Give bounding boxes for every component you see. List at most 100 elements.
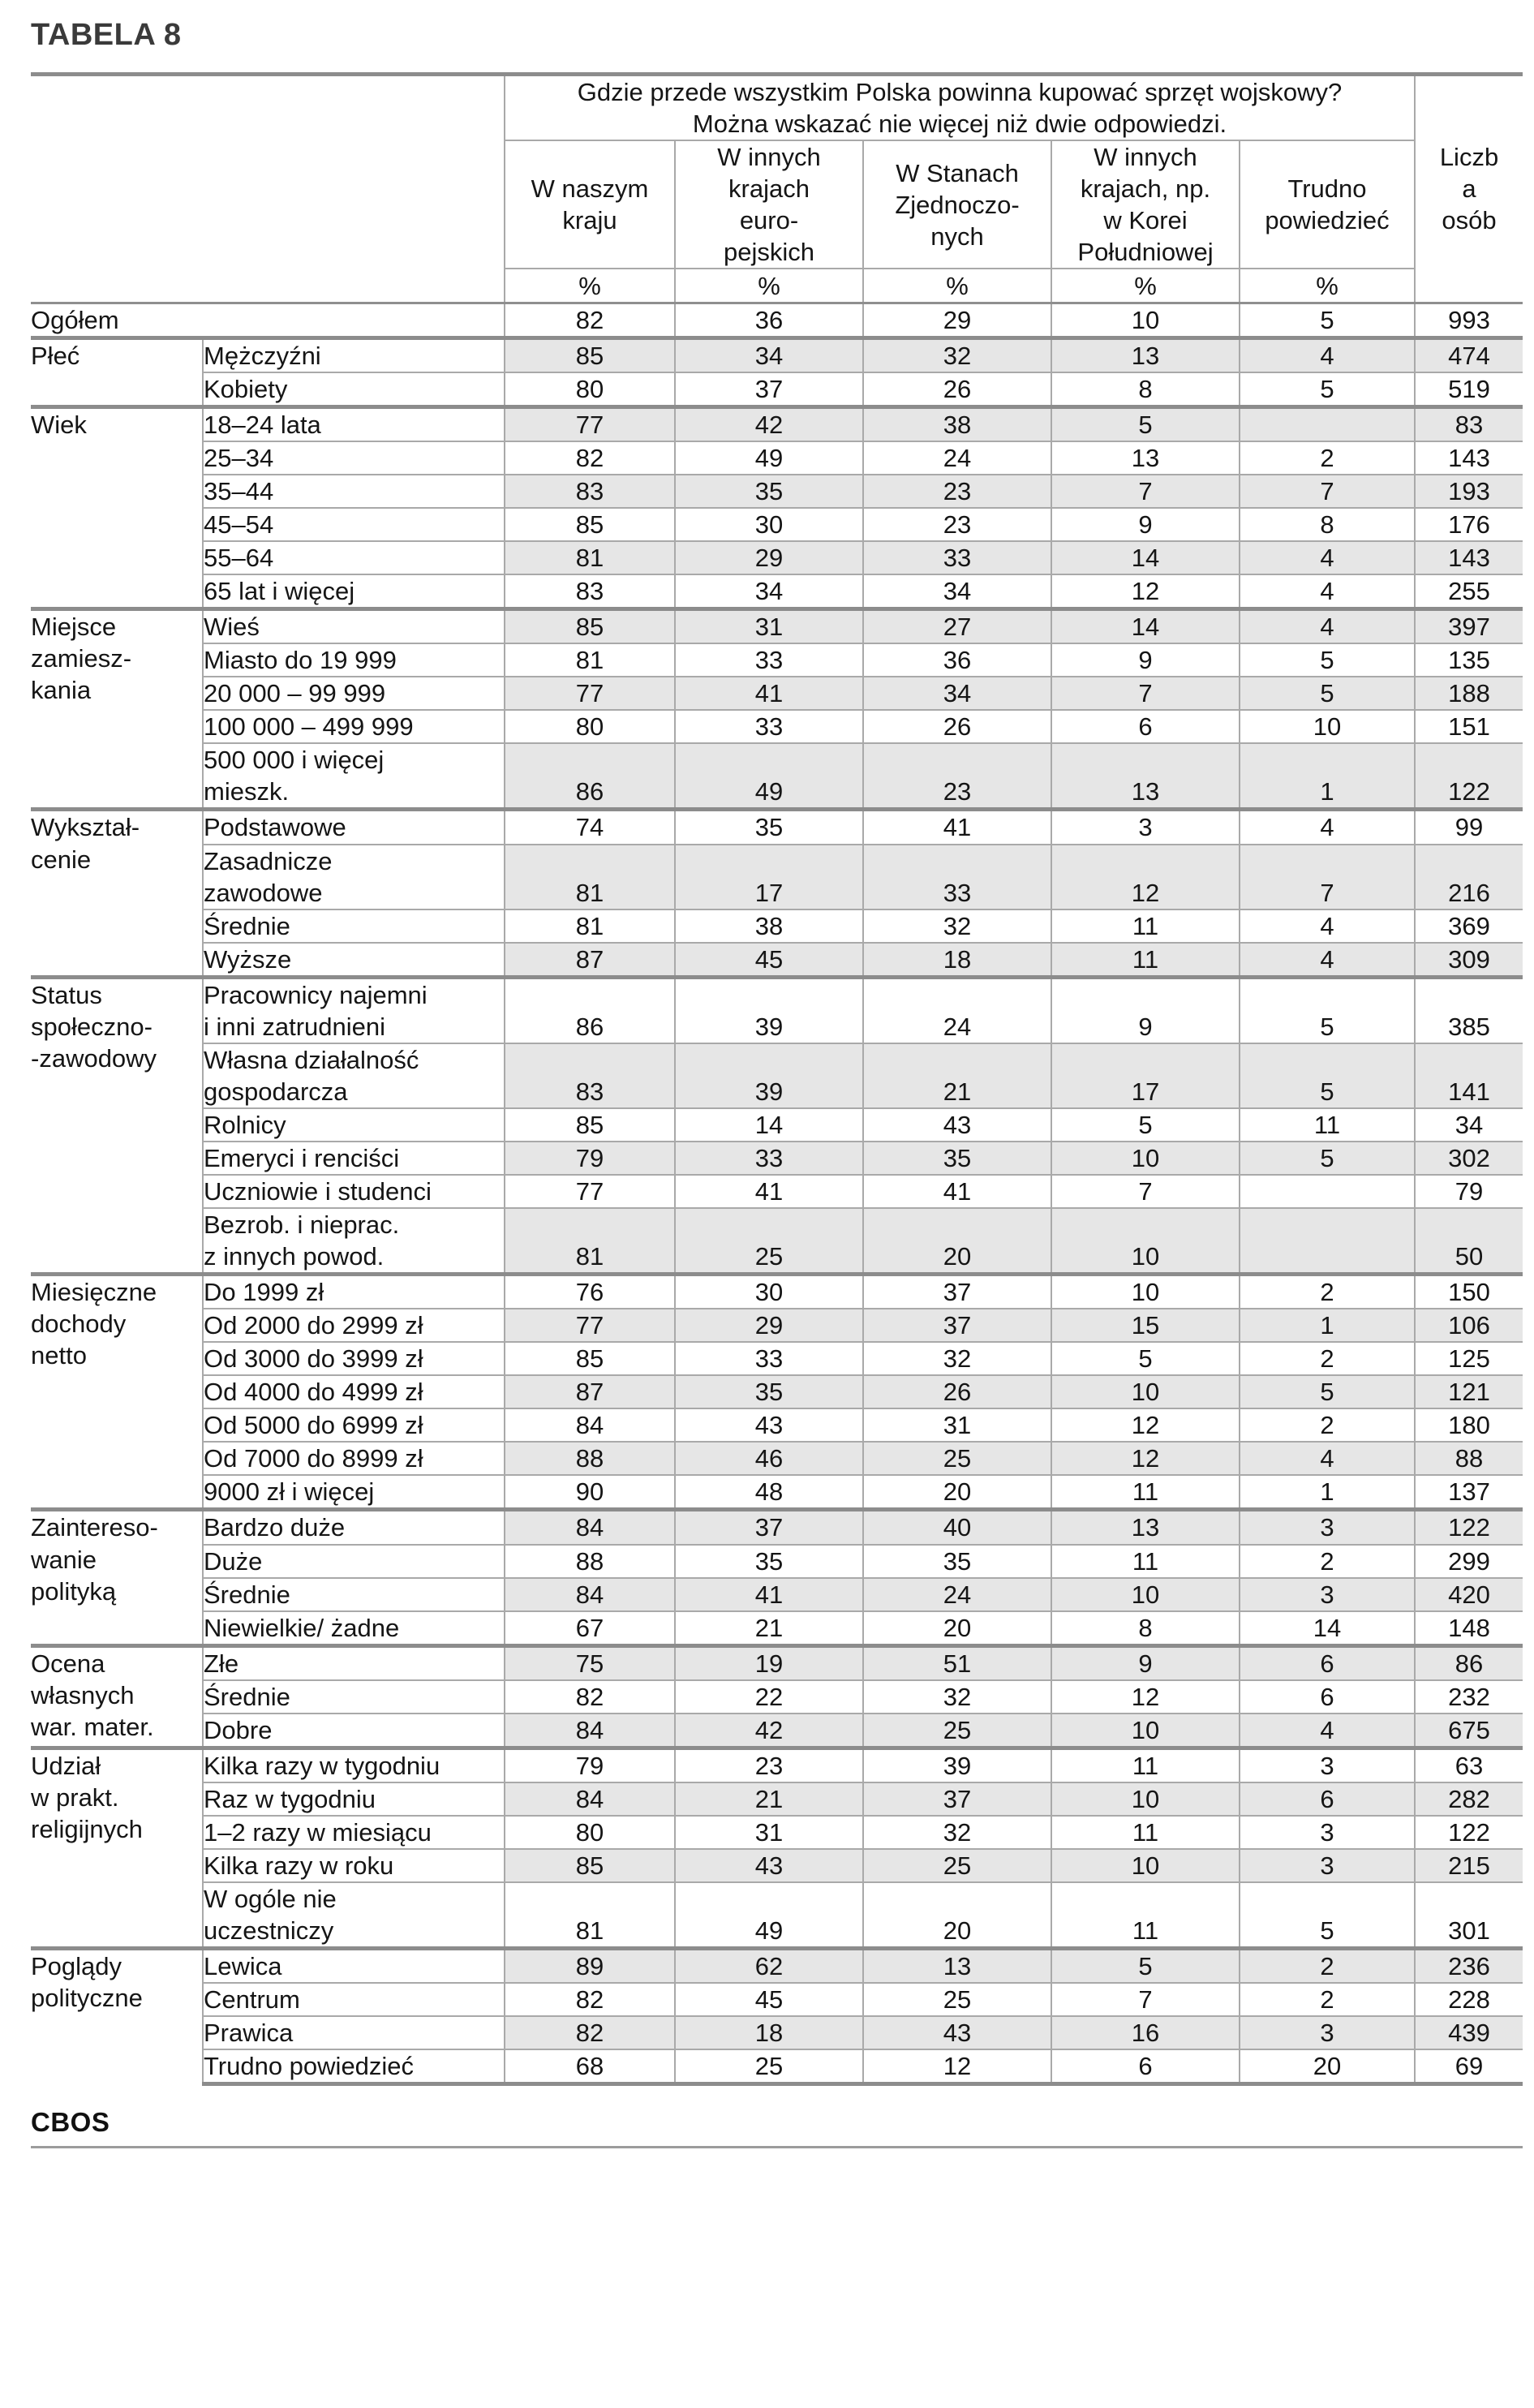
value-cell: 19 (675, 1643, 864, 1680)
value-cell: 37 (863, 1781, 1052, 1816)
value-cell: 32 (863, 908, 1052, 943)
question-header: Gdzie przede wszystkim Polska powinna ku… (504, 72, 1416, 142)
percent-sign: % (1239, 268, 1416, 304)
value-cell: 23 (675, 1745, 864, 1782)
count-cell: 215 (1415, 1847, 1523, 1882)
value-cell: 8 (1051, 1610, 1240, 1646)
value-cell: 12 (1051, 1441, 1240, 1476)
value-cell: 20 (863, 1474, 1052, 1510)
value-cell: 49 (675, 440, 864, 475)
value-cell: 11 (1051, 908, 1240, 943)
value-cell: 14 (675, 1107, 864, 1142)
group-label-cell: Płeć (31, 335, 204, 407)
value-cell: 27 (863, 607, 1052, 644)
value-cell: 13 (1051, 335, 1240, 372)
value-cell: 5 (1240, 1881, 1416, 1949)
page-title: TABELA 8 (31, 18, 182, 52)
count-cell: 143 (1415, 440, 1523, 475)
value-cell: 20 (863, 1610, 1052, 1646)
value-cell: 8 (1240, 507, 1416, 542)
value-cell: 9 (1051, 1643, 1240, 1680)
table-row: W ogóle nie uczestniczy 81 49 20 11 5 301 (31, 1881, 1523, 1949)
cbos-logo: CBOS (31, 2107, 110, 2138)
value-cell: 13 (1051, 1507, 1240, 1545)
row-label-cell: Prawica (203, 2015, 505, 2050)
value-cell: 2 (1240, 1272, 1416, 1309)
count-cell: 474 (1415, 335, 1523, 372)
value-cell: 30 (675, 1272, 864, 1309)
table-row: 100 000 – 499 999 80 33 26 6 10 151 (31, 709, 1523, 744)
count-cell: 79 (1415, 1173, 1523, 1209)
value-cell: 84 (505, 1781, 676, 1816)
value-cell: 25 (863, 1712, 1052, 1748)
row-label-cell: Średnie (203, 908, 505, 943)
value-cell: 6 (1240, 1643, 1416, 1680)
value-cell: 84 (505, 1576, 676, 1611)
value-cell: 7 (1240, 843, 1416, 909)
table-row: Udział w prakt. religijnych Kilka razy w … (31, 1745, 1523, 1949)
value-cell: 24 (863, 440, 1052, 475)
value-cell: 30 (675, 507, 864, 542)
row-label-cell: Od 2000 do 2999 zł (203, 1308, 505, 1343)
row-label-cell: Bardzo duże (203, 1507, 505, 1545)
header-corner-cell (31, 72, 505, 303)
value-cell: 24 (863, 1576, 1052, 1611)
value-cell: 7 (1051, 474, 1240, 509)
value-cell: 5 (1051, 1341, 1240, 1376)
value-cell: 33 (863, 540, 1052, 575)
value-cell: 85 (505, 335, 676, 372)
value-cell: 36 (863, 643, 1052, 677)
value-cell: 37 (675, 371, 864, 407)
value-cell: 82 (505, 440, 676, 475)
value-cell: 84 (505, 1408, 676, 1443)
value-cell: 33 (675, 1140, 864, 1175)
value-cell: 25 (863, 1847, 1052, 1882)
count-cell: 125 (1415, 1341, 1523, 1376)
value-cell: 31 (675, 607, 864, 644)
percent-sign: % (504, 268, 676, 304)
value-cell: 4 (1240, 540, 1416, 575)
table-row: Płeć Mężczyźni 85 34 32 13 4 474 (31, 335, 1523, 407)
table-row: Miesięczne dochody netto Do 1999 zł 76 30 37… (31, 1272, 1523, 1510)
table-row: Kobiety 80 37 26 8 5 519 (31, 371, 1523, 407)
value-cell: 81 (505, 1881, 676, 1949)
value-cell: 35 (863, 1140, 1052, 1175)
count-cell: 99 (1415, 807, 1523, 845)
value-cell: 10 (1051, 1781, 1240, 1816)
row-label-cell: 500 000 i więcej mieszk. (203, 742, 505, 810)
group-label-cell: Miesięczne dochody netto (31, 1272, 204, 1510)
value-cell: 37 (863, 1272, 1052, 1309)
count-cell: 122 (1415, 1814, 1523, 1849)
row-label-cell: Wieś (203, 607, 505, 644)
table-row: Miejsce zamiesz- kania Wieś 85 31 27 14 4 397 (31, 607, 1523, 810)
value-cell: 29 (675, 540, 864, 575)
value-cell: 1 (1240, 1474, 1416, 1510)
value-cell: 75 (505, 1643, 676, 1680)
value-cell: 10 (1240, 709, 1416, 744)
value-cell: 2 (1240, 440, 1416, 475)
value-cell: 89 (505, 1946, 676, 1984)
row-label-cell: 45–54 (203, 507, 505, 542)
value-cell: 20 (863, 1881, 1052, 1949)
count-cell: 150 (1415, 1272, 1523, 1309)
value-cell: 20 (863, 1207, 1052, 1275)
percent-sign: % (1051, 268, 1240, 304)
value-cell: 1 (1240, 742, 1416, 810)
count-cell: 385 (1415, 974, 1523, 1043)
count-cell: 993 (1415, 301, 1523, 338)
table-row: Wykształ- cenie Podstawowe 74 35 41 3 4 99 (31, 807, 1523, 978)
value-cell: 4 (1240, 574, 1416, 609)
value-cell: 25 (675, 2049, 864, 2087)
group-label-cell: Wykształ- cenie (31, 807, 204, 978)
value-cell: 11 (1051, 1745, 1240, 1782)
value-cell: 85 (505, 1847, 676, 1882)
value-cell: 85 (505, 1341, 676, 1376)
header-row-answers: W naszym kraju W innych krajach euro- pe… (31, 140, 1523, 270)
value-cell: 37 (863, 1308, 1052, 1343)
value-cell: 12 (863, 2049, 1052, 2087)
count-cell: 420 (1415, 1576, 1523, 1611)
value-cell: 21 (675, 1610, 864, 1646)
value-cell: 32 (863, 335, 1052, 372)
value-cell: 87 (505, 941, 676, 978)
value-cell: 4 (1240, 908, 1416, 943)
